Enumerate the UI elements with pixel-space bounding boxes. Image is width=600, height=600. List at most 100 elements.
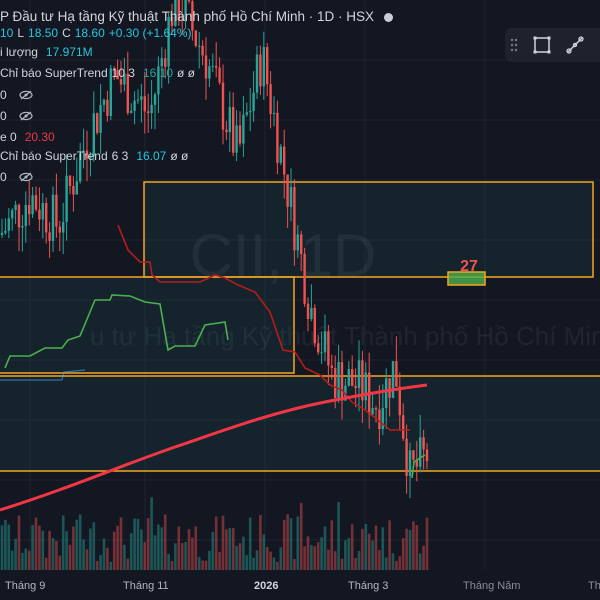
candle-body bbox=[109, 68, 112, 116]
indicator-row-b[interactable]: 0 bbox=[0, 107, 33, 125]
candle-body bbox=[150, 104, 153, 114]
volume-bar bbox=[333, 551, 337, 570]
volume-bar bbox=[197, 556, 201, 570]
indicator-row-c[interactable]: e 0 20.30 bbox=[0, 128, 55, 146]
x-tick-sep: Tháng 9 bbox=[5, 580, 46, 592]
volume-bar bbox=[27, 550, 31, 570]
moving-average-line bbox=[0, 383, 428, 512]
volume-bar bbox=[242, 536, 245, 570]
volume-bar bbox=[143, 542, 147, 570]
volume-bar bbox=[116, 525, 119, 570]
volume-bar bbox=[412, 521, 415, 570]
candle-body bbox=[119, 79, 123, 85]
x-tick-nov: Tháng 11 bbox=[123, 580, 169, 592]
indicator-row-d[interactable]: 0 bbox=[0, 168, 33, 186]
candle-body bbox=[252, 92, 255, 111]
volume-bar bbox=[17, 515, 21, 570]
supertrend1-row[interactable]: Chỉ báo SuperTrend 10 3 16.10 ø ø bbox=[0, 64, 195, 82]
candle-body bbox=[34, 195, 38, 210]
volume-bar bbox=[303, 546, 306, 570]
volume-bar bbox=[106, 547, 109, 570]
volume-bar bbox=[174, 543, 177, 570]
candle-body bbox=[279, 146, 282, 163]
candle-body bbox=[38, 209, 41, 220]
volume-bar bbox=[347, 538, 351, 570]
candle-body bbox=[194, 30, 197, 46]
trend-line-icon[interactable] bbox=[565, 35, 585, 55]
candle-body bbox=[310, 307, 313, 319]
zone-left bbox=[0, 276, 295, 374]
volume-bar bbox=[21, 552, 24, 570]
zone-lower bbox=[0, 375, 600, 472]
candle-body bbox=[381, 407, 384, 430]
volume-bar bbox=[327, 549, 330, 570]
volume-bar bbox=[371, 540, 374, 570]
candle-body bbox=[388, 378, 391, 398]
indicator-row-a[interactable]: 0 bbox=[0, 86, 33, 104]
volume-bar bbox=[350, 524, 354, 570]
candle-body bbox=[31, 195, 34, 215]
candle-body bbox=[116, 69, 119, 80]
x-tick-mar: Tháng 3 bbox=[348, 580, 389, 592]
candle-body bbox=[143, 96, 146, 112]
zones[interactable]: 27 bbox=[0, 181, 600, 472]
volume-row[interactable]: i lượng 17.971M bbox=[0, 43, 93, 61]
volume-bar bbox=[388, 520, 391, 570]
candle-body bbox=[320, 352, 323, 354]
volume-bar bbox=[276, 561, 279, 570]
volume-bar bbox=[133, 518, 136, 570]
volume-bar bbox=[204, 560, 208, 570]
candle-body bbox=[68, 175, 72, 187]
candle-body bbox=[340, 362, 344, 401]
supertrend2-value: 16.07 bbox=[136, 149, 167, 163]
eye-hidden-icon[interactable] bbox=[19, 111, 33, 121]
candle-body bbox=[402, 415, 405, 439]
open-value: 10 bbox=[0, 26, 14, 40]
candle-body bbox=[126, 73, 129, 113]
candle-body bbox=[167, 16, 170, 67]
candle-body bbox=[58, 226, 61, 233]
volume-bar bbox=[361, 528, 364, 570]
volume-bar bbox=[395, 560, 398, 570]
rectangle-select-icon[interactable] bbox=[532, 35, 552, 55]
candle-body bbox=[164, 58, 167, 67]
candle-body bbox=[153, 94, 157, 105]
candle-body bbox=[181, 19, 184, 21]
candle-body bbox=[218, 67, 221, 83]
low-label: L bbox=[17, 26, 25, 40]
volume-bar bbox=[381, 527, 385, 570]
candle-body bbox=[249, 110, 252, 113]
candle-body bbox=[286, 174, 289, 207]
candle-body bbox=[374, 408, 378, 410]
candle-body bbox=[334, 368, 337, 398]
candle-body bbox=[130, 110, 133, 113]
volume-bar bbox=[180, 543, 184, 570]
candle-body bbox=[170, 16, 174, 26]
eye-hidden-icon[interactable] bbox=[19, 172, 33, 182]
ohlc-row: 10 L 18.50 C 18.60 +0.30 (+1.64%) bbox=[0, 24, 192, 42]
volume-bar bbox=[95, 560, 99, 570]
candle-body bbox=[62, 222, 65, 233]
candle-body bbox=[41, 203, 44, 220]
volume-bar bbox=[170, 560, 174, 570]
volume-bar bbox=[123, 544, 126, 570]
volume-bar bbox=[221, 515, 225, 570]
supertrend2-row[interactable]: Chỉ báo SuperTrend 6 3 16.07 ø ø bbox=[0, 147, 188, 165]
volume-bar bbox=[211, 531, 215, 570]
zone-upper bbox=[143, 181, 594, 278]
candle-body bbox=[85, 150, 89, 159]
candle-body bbox=[378, 409, 381, 430]
drag-handle-icon[interactable] bbox=[509, 35, 519, 55]
volume-bar bbox=[344, 540, 347, 570]
title-text: P Đầu tư Hạ tầng Kỹ thuật Thành phố Hồ C… bbox=[0, 9, 374, 24]
volume-bar bbox=[10, 550, 14, 570]
candle-body bbox=[371, 408, 374, 415]
volume-bar bbox=[252, 557, 255, 570]
volume-bar bbox=[225, 529, 228, 570]
volume-bar bbox=[55, 540, 58, 570]
candle-body bbox=[133, 100, 136, 111]
candle-body bbox=[72, 186, 75, 195]
volume-bar bbox=[201, 560, 204, 570]
eye-hidden-icon[interactable] bbox=[19, 90, 33, 100]
